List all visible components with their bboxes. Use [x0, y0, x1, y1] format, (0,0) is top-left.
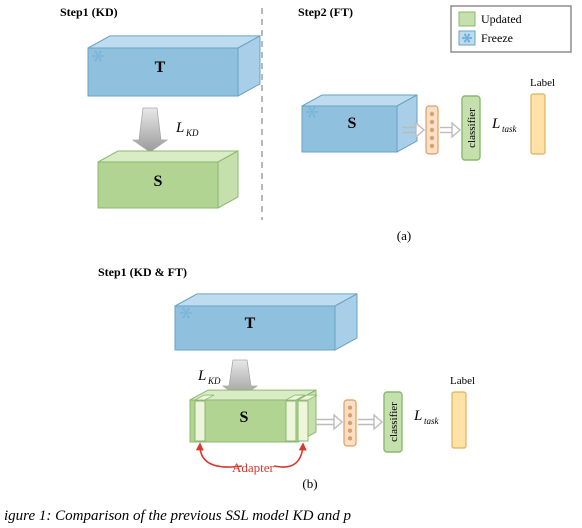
panel-b-marker: (b) — [302, 476, 317, 491]
svg-text:L: L — [197, 368, 206, 384]
adapter-label: Adapter — [232, 460, 275, 475]
teacher-b-top — [175, 294, 357, 306]
adapter-arrow-right — [274, 444, 303, 467]
step2-label: Step2 (FT) — [298, 5, 353, 19]
label-a — [531, 94, 545, 154]
arrow-a-2 — [440, 123, 460, 137]
classifier-label: classifier — [388, 402, 400, 442]
legend-updated-text: Updated — [481, 12, 522, 26]
label-b-text: Label — [450, 375, 475, 387]
arrow-b-1 — [316, 415, 342, 429]
student-a-label: S — [154, 173, 163, 190]
classifier-label: classifier — [466, 108, 478, 148]
svg-text:task: task — [502, 124, 518, 134]
teacher-b-label: T — [245, 315, 256, 332]
kd-arrow-a — [133, 108, 167, 152]
svg-text:L: L — [413, 408, 422, 424]
teacher-a-top — [88, 36, 260, 48]
loss-kd-b: LKD — [197, 368, 221, 386]
svg-text:KD: KD — [207, 376, 221, 386]
svg-text:L: L — [175, 120, 184, 136]
panel-a-marker: (a) — [397, 228, 411, 243]
label-b — [452, 392, 466, 448]
teacher-a-label: T — [155, 59, 166, 76]
step1-label: Step1 (KD) — [60, 5, 118, 19]
label-a-text: Label — [530, 77, 555, 89]
svg-text:KD: KD — [185, 128, 199, 138]
legend-freeze-text: Freeze — [481, 31, 513, 45]
loss-kd-a: LKD — [175, 120, 199, 138]
figure-caption: igure 1: Comparison of the previous SSL … — [4, 508, 351, 524]
student-a2-label: S — [348, 115, 357, 132]
svg-text:task: task — [424, 416, 440, 426]
loss-task-b: Ltask — [413, 408, 440, 426]
svg-text:L: L — [491, 116, 500, 132]
arrow-b-2 — [358, 415, 382, 429]
adapter-slot — [195, 401, 205, 441]
loss-task-a: Ltask — [491, 116, 518, 134]
adapter-slot — [298, 401, 308, 441]
adapter-slot — [286, 401, 296, 441]
student-a-top — [98, 151, 238, 162]
step1b-label: Step1 (KD & FT) — [98, 265, 187, 279]
student-b-label: S — [240, 409, 249, 426]
legend-updated-swatch — [459, 12, 475, 26]
